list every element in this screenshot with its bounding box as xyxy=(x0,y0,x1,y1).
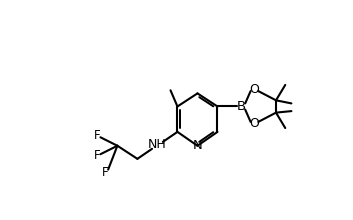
Text: O: O xyxy=(250,117,259,130)
Text: NH: NH xyxy=(148,138,167,152)
Text: F: F xyxy=(94,129,101,142)
Text: N: N xyxy=(193,139,202,152)
Text: F: F xyxy=(94,149,101,162)
Text: F: F xyxy=(102,166,108,179)
Text: B: B xyxy=(237,100,246,113)
Text: O: O xyxy=(250,83,259,96)
